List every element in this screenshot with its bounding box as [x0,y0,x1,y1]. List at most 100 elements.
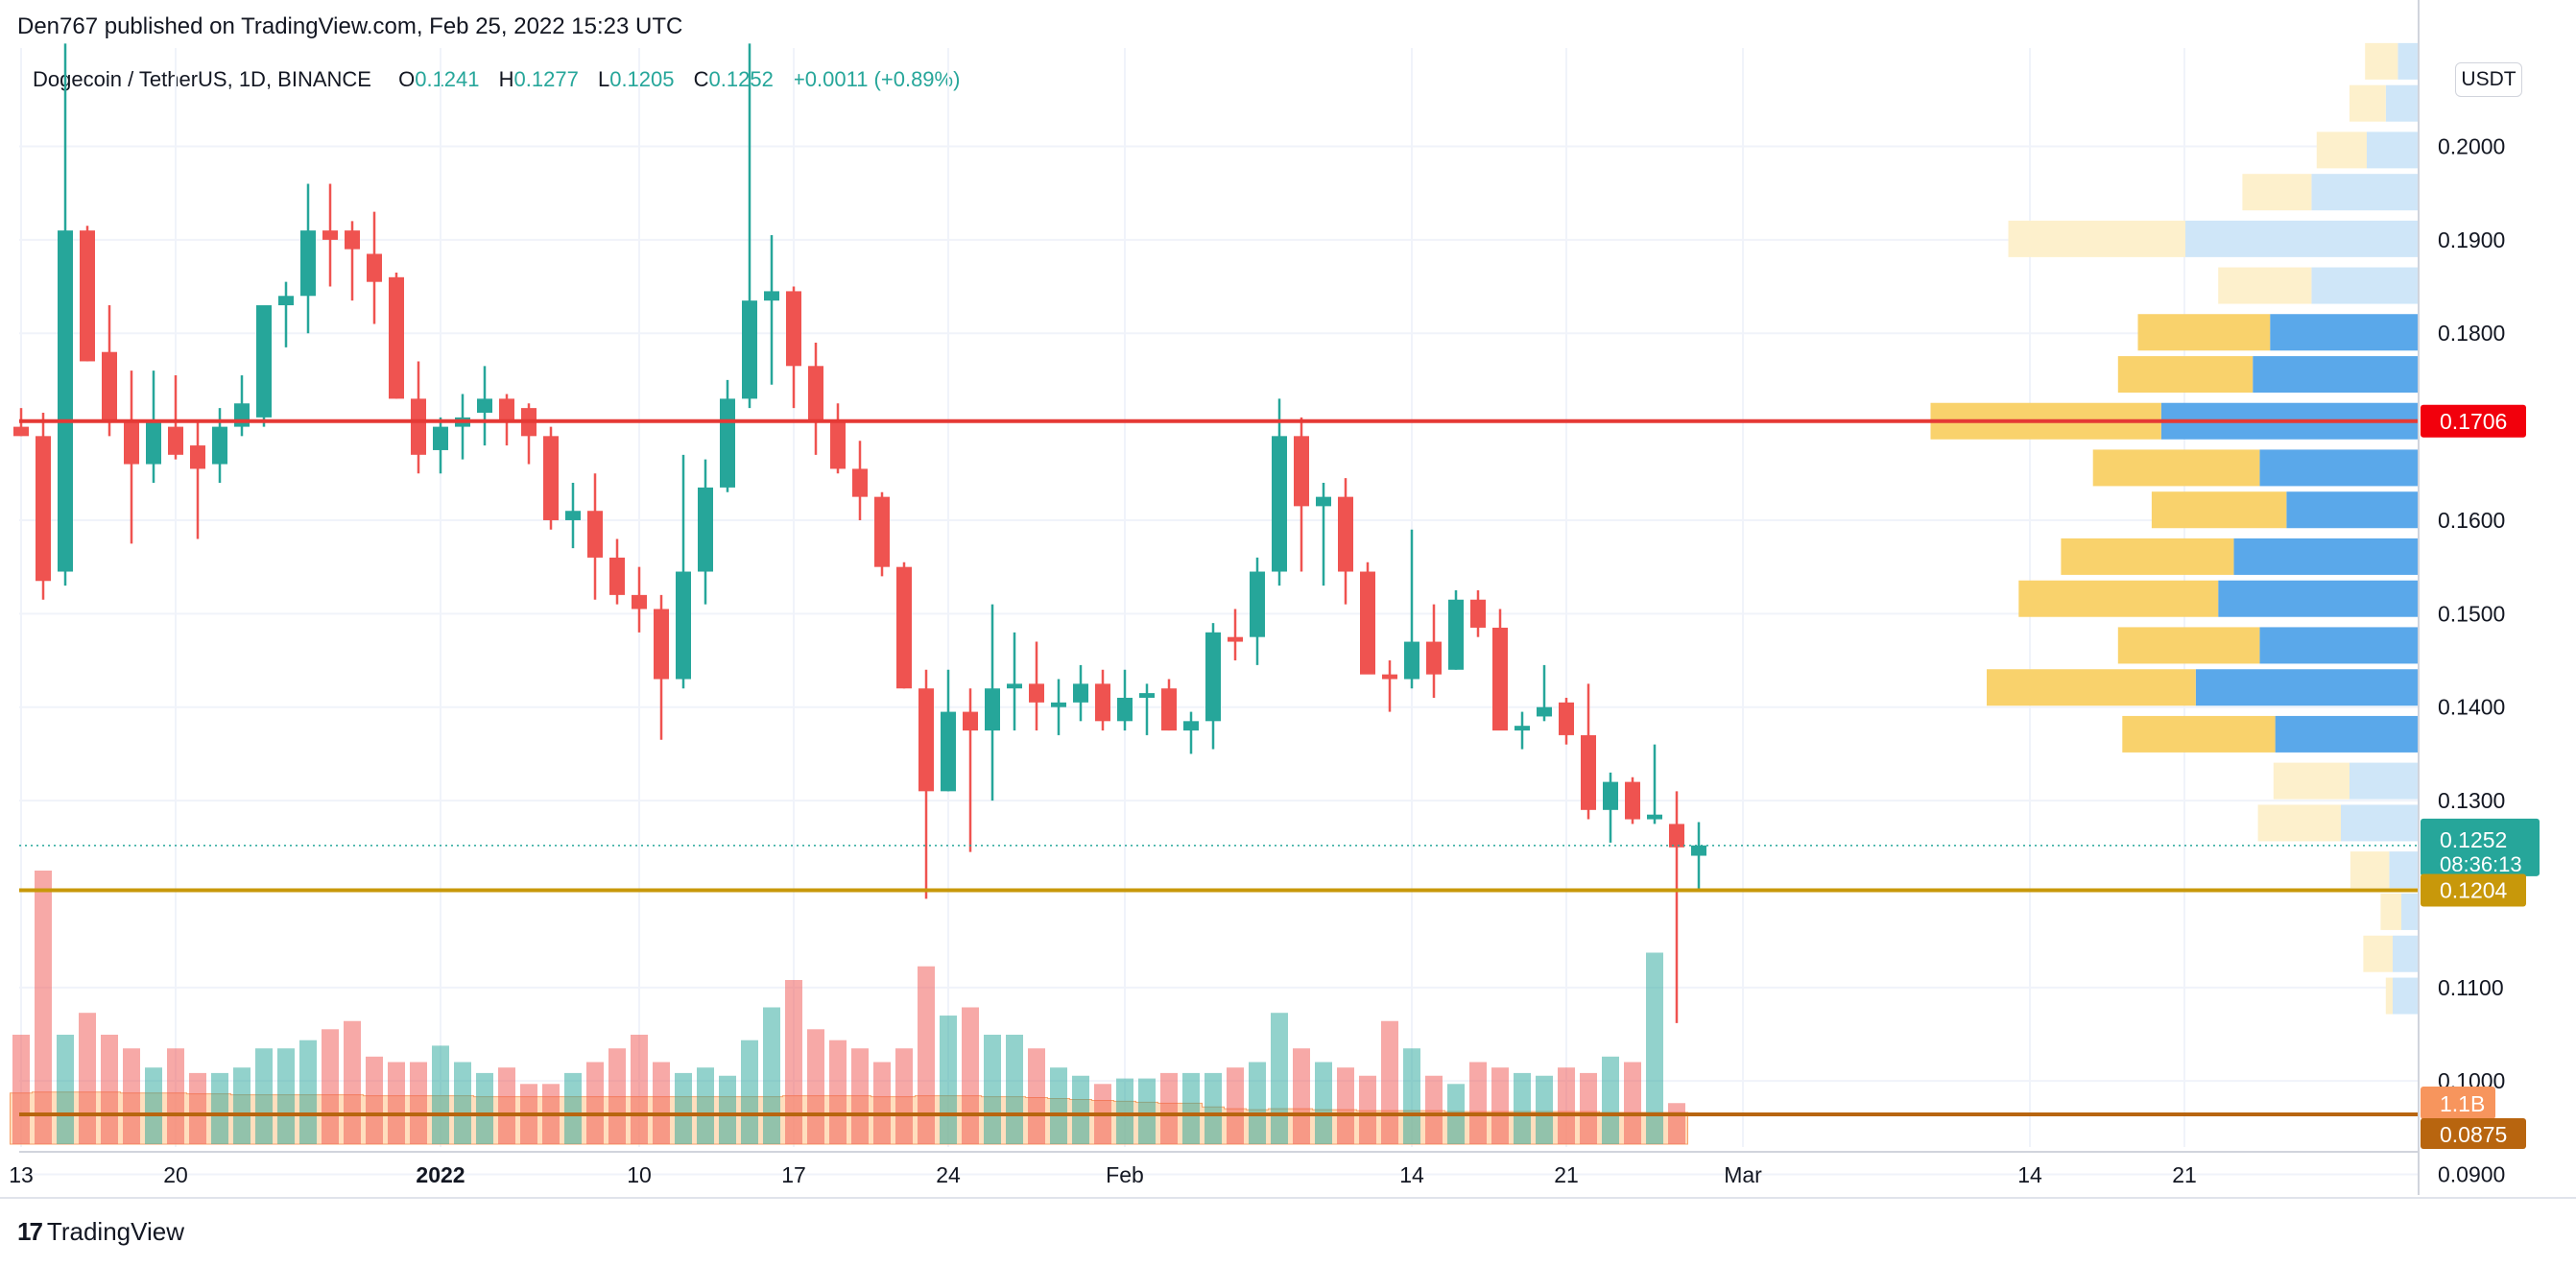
volume-profile-down-bar [2311,174,2419,211]
candle-body [1095,683,1110,722]
candle-body [345,230,360,250]
price-axis[interactable]: 0.2000 0.1900 0.1800 0.1600 0.1500 0.1400 0.13… [2418,0,2540,1195]
volume-profile-up-bar [2385,977,2393,1015]
candlestick-series [13,43,1706,1023]
time-tick-label: 20 [163,1162,188,1187]
candle-body [1117,697,1133,722]
volume-bar [675,1072,692,1144]
time-tick-label: 24 [936,1162,961,1187]
volume-profile-up-bar [2380,893,2401,930]
volume-profile-down-bar [2286,491,2419,529]
price-tick-label: 0.1800 [2438,321,2505,346]
volume-bar [1182,1072,1200,1144]
volume-bar [741,1040,758,1144]
candle-body [1404,641,1419,680]
volume-profile-up-bar [2242,174,2312,211]
volume-bar [1668,1103,1685,1144]
volume-profile-up-bar [2316,131,2367,169]
price-tick-label: 0.1100 [2438,975,2504,1000]
candle-body [1691,845,1706,856]
candle-body [1537,706,1552,717]
volume-bar [1646,952,1663,1144]
price-tick-label: 0.1600 [2438,508,2505,533]
volume-bar [1491,1067,1509,1144]
price-tick-label: 0.1300 [2438,788,2505,813]
candle-body [1007,683,1022,689]
volume-bar [277,1048,295,1144]
candle-body [168,426,183,455]
candle-body [543,436,559,520]
candle-body [13,426,29,437]
volume-bar [918,966,935,1144]
volume-bar [829,1040,847,1144]
volume-profile-down-bar [2311,267,2419,304]
candle-body [609,557,625,595]
volume-bar [1403,1048,1420,1144]
volume-bar [940,1016,957,1144]
volume-bar [564,1072,582,1144]
grid-lines [19,48,2419,1176]
volume-profile-down-bar [2341,804,2419,842]
volume-axis-badge-bg [2421,1087,2495,1119]
volume-profile-up-bar [2117,627,2260,664]
time-tick-label: Feb [1106,1162,1144,1187]
volume-bar [653,1062,670,1144]
volume-bar [476,1072,493,1144]
volume-bar [1028,1048,1045,1144]
price-tick-label: 0.1900 [2438,227,2505,252]
currency-unit-button[interactable]: USDT [2455,62,2522,97]
volume-profile-up-bar [1987,669,2196,706]
candle-body [874,496,890,567]
time-tick-label: 13 [9,1162,34,1187]
candle-body [1515,726,1530,731]
candle-body [1448,599,1464,670]
volume-bar [1138,1078,1156,1144]
candle-body [941,711,956,792]
candle-body [587,511,603,558]
time-axis[interactable]: 13 20 2022 10 17 24 Feb 14 21 Mar 14 21 [0,1151,2576,1199]
candle-body [322,230,338,240]
candle-body [477,398,492,413]
volume-profile-down-bar [2185,220,2419,257]
candle-body [764,291,779,301]
volume-bar [167,1048,184,1144]
volume-profile-down-bar [2275,715,2419,753]
volume-profile-down-bar [2218,580,2419,617]
volume-profile-up-bar [2273,762,2349,800]
candle-body [742,300,757,399]
volume-bar [366,1056,383,1144]
high-value: 0.1277 [513,67,579,91]
candle-body [80,230,95,362]
volume-bar [1160,1072,1178,1144]
volume-bar [211,1072,228,1144]
volume-profile-up-bar [2363,935,2393,972]
symbol-label[interactable]: Dogecoin / TetherUS, 1D, BINANCE [33,67,371,91]
candle-body [985,688,1000,731]
candle-body [1647,814,1662,820]
volume-bar [1425,1075,1443,1144]
volume-level-badge: 0.0875 [2440,1122,2507,1147]
volume-bar [1205,1072,1222,1144]
time-tick-label: 14 [2017,1162,2042,1187]
horizontal-levels[interactable] [19,418,2419,1116]
volume-bar [1227,1067,1244,1144]
candle-body [632,594,647,610]
tradingview-logo[interactable]: 17 TradingView [17,1217,184,1247]
volume-profile-up-bar [2257,804,2341,842]
volume-bar [608,1048,626,1144]
volume-bar [1602,1056,1619,1144]
candle-body [124,421,139,465]
low-value: 0.1205 [609,67,675,91]
volume-bar [233,1067,250,1144]
candle-body [1139,693,1155,698]
volume-bar [12,1035,30,1144]
volume-profile-down-bar [2401,893,2419,930]
price-tick-label: 0.1400 [2438,695,2505,720]
resistance-price-badge-bg [2421,404,2526,438]
candle-body [58,230,73,572]
volume-profile-down-bar [2385,84,2419,122]
volume-bar [719,1075,736,1144]
volume-bar [1536,1075,1553,1144]
candle-body [1205,632,1221,722]
